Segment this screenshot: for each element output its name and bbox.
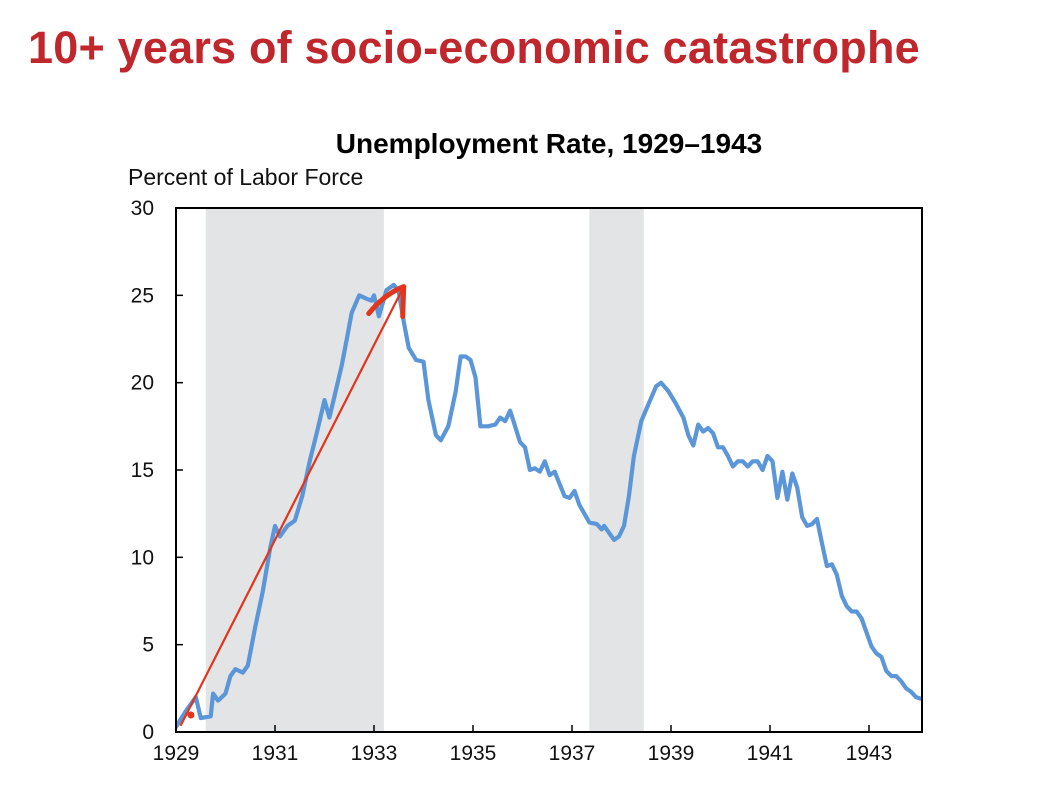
y-axis-label: Percent of Labor Force	[128, 164, 364, 190]
y-tick-label: 25	[131, 284, 154, 307]
x-tick-label: 1941	[747, 742, 794, 765]
y-tick-label: 10	[131, 546, 154, 569]
annotation-arrow-line-0	[179, 285, 405, 727]
annotation-start-dot-0	[187, 711, 195, 719]
shaded-period-1	[589, 208, 644, 732]
chart-title: Unemployment Rate, 1929–1943	[335, 128, 763, 159]
y-axis: 0 5 10 15 20 25 30	[131, 197, 183, 744]
y-tick-label: 30	[131, 197, 154, 220]
y-tick-label: 5	[142, 634, 154, 657]
recession-shading	[205, 208, 644, 732]
series-line-0	[176, 282, 922, 729]
x-tick-label: 1929	[153, 742, 200, 765]
y-tick-label: 0	[142, 721, 154, 744]
annotation-arrowhead-0	[366, 284, 407, 320]
annotation-layer	[179, 284, 407, 727]
x-tick-label: 1933	[351, 742, 398, 765]
x-tick-label: 1939	[648, 742, 695, 765]
x-tick-label: 1931	[252, 742, 299, 765]
slide-title: 10+ years of socio-economic catastrophe	[28, 22, 920, 73]
y-tick-label: 15	[131, 459, 154, 482]
x-axis: 1929 1931 1933 1935 1937 1939 1941 1943	[153, 725, 893, 765]
x-tick-label: 1943	[846, 742, 893, 765]
x-tick-label: 1937	[549, 742, 596, 765]
shaded-period-0	[205, 208, 384, 732]
series-layer	[176, 282, 922, 729]
x-tick-label: 1935	[450, 742, 497, 765]
y-tick-label: 20	[131, 372, 154, 395]
